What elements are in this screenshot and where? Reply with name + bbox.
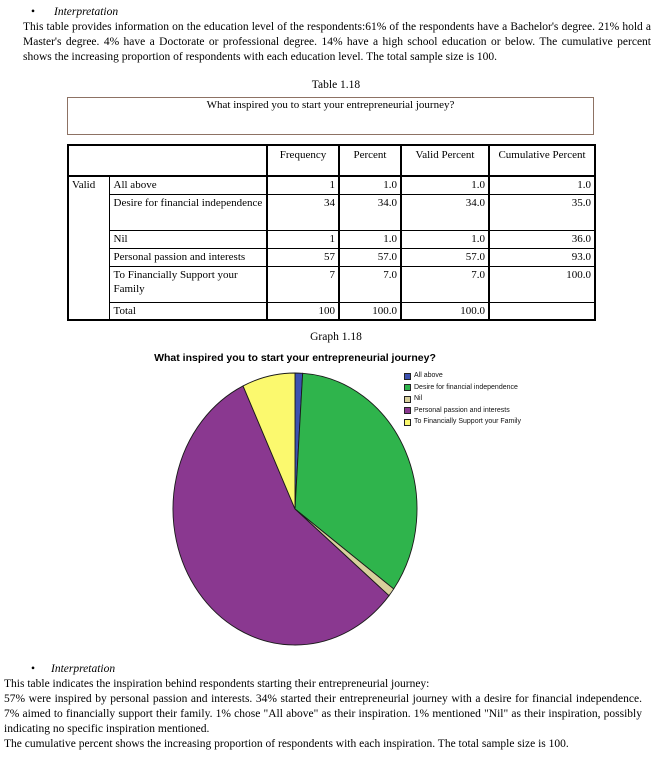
cell-cumulative-percent: 36.0 (489, 229, 595, 248)
cell-frequency: 1 (267, 176, 340, 194)
cell-cumulative-percent: 93.0 (489, 247, 595, 266)
table-row: Total 100 100.0 100.0 (68, 301, 595, 320)
table-header-row: Frequency Percent Valid Percent Cumulati… (68, 145, 595, 177)
legend-item: To Financially Support your Family (404, 418, 536, 426)
pie-svg (172, 372, 418, 646)
interpretation-paragraph: 57% were inspired by personal passion an… (4, 693, 642, 735)
chart-title: What inspired you to start your entrepre… (154, 352, 436, 364)
cell-frequency: 57 (267, 247, 340, 266)
legend-swatch-icon (404, 395, 411, 403)
table-row: Personal passion and interests 57 57.0 57.0… (68, 247, 595, 266)
cell-percent: 34.0 (339, 193, 402, 230)
legend-swatch-icon (404, 418, 411, 426)
graph-caption: Graph 1.18 (310, 331, 362, 343)
legend-swatch-icon (404, 407, 411, 414)
interpretation-heading: Interpretation (51, 663, 116, 675)
cell-frequency: 100 (267, 301, 340, 320)
cell-valid-percent: 57.0 (401, 247, 490, 266)
cell-label: All above (108, 176, 268, 194)
cell-percent: 7.0 (339, 265, 402, 302)
legend-label: Desire for financial independence (414, 383, 518, 391)
cell-percent: 1.0 (339, 176, 402, 194)
column-header-valid-percent: Valid Percent (400, 145, 489, 177)
interpretation-paragraph: This table provides information on the e… (23, 21, 651, 63)
pie-slice (172, 385, 390, 646)
cell-cumulative-percent: 100.0 (489, 265, 595, 302)
cell-cumulative-percent: 1.0 (577, 179, 591, 191)
table-title-box: What inspired you to start your entrepre… (67, 97, 594, 135)
interpretation-heading: Interpretation (54, 6, 119, 18)
legend-label: Nil (414, 395, 423, 402)
cell-label: Personal passion and interests (108, 247, 268, 266)
column-header-percent: Percent (338, 145, 401, 177)
cell-percent: 1.0 (339, 229, 402, 248)
bullet-marker: • (31, 6, 36, 18)
legend-swatch-icon (404, 372, 411, 380)
cell-cumulative-percent: 35.0 (489, 193, 595, 230)
cell-frequency: 34 (267, 193, 340, 230)
cell-label: Desire for financial independence (108, 193, 268, 230)
cell-label: To Financially Support your Family (108, 265, 268, 302)
cell-valid-percent: 7.0 (401, 265, 490, 302)
table-row: Nil 1 1.0 1.0 36.0 (68, 229, 595, 248)
column-header-frequency: Frequency (266, 145, 339, 177)
legend-item: Desire for financial independence (404, 383, 536, 391)
table-body: Valid All above 1 1.0 1.0 1.0 Desire for finan… (68, 176, 595, 320)
interpretation-intro-line: This table indicates the inspiration beh… (4, 678, 430, 690)
interpretation-section-bottom: • Interpretation This table indicates th… (4, 662, 642, 752)
cell-percent: 57.0 (339, 247, 402, 266)
cell-label: Nil (108, 229, 268, 248)
column-header-blank (68, 145, 267, 177)
chart-legend: All above Desire for financial independen… (404, 372, 536, 430)
legend-item: Nil (404, 395, 536, 403)
legend-item: Personal passion and interests (404, 406, 536, 414)
column-header-cumulative-percent: Cumulative Percent (488, 145, 595, 177)
legend-label: To Financially Support your Family (414, 418, 521, 425)
table-row: Desire for financial independence 34 34.0 3… (68, 193, 595, 230)
interpretation-section-top: • Interpretation This table provides inf… (23, 5, 651, 65)
legend-item: All above (404, 372, 536, 380)
legend-swatch-icon (404, 384, 411, 391)
bullet-marker: • (31, 663, 36, 675)
cell-valid-percent: 34.0 (401, 193, 490, 230)
cell-label: Total (108, 301, 268, 320)
cell-frequency: 7 (267, 265, 340, 302)
table-row: To Financially Support your Family 7 7.0 7.… (68, 265, 595, 302)
pie-slice (294, 372, 418, 590)
cell-percent: 100.0 (339, 301, 402, 320)
cell-valid-percent: 100.0 (401, 301, 490, 320)
row-group-label: Valid (72, 179, 96, 191)
legend-label: Personal passion and interests (414, 406, 510, 414)
cell-valid-percent: 1.0 (401, 176, 490, 194)
legend-label: All above (414, 372, 443, 379)
frequency-table: Frequency Percent Valid Percent Cumulati… (67, 144, 596, 321)
interpretation-closing-line: The cumulative percent shows the increas… (4, 738, 569, 750)
cell-frequency: 1 (267, 229, 340, 248)
pie-slice (242, 372, 296, 510)
cell-valid-percent: 1.0 (401, 229, 490, 248)
table-caption: Table 1.18 (311, 79, 361, 91)
table-row: Valid All above 1 1.0 1.0 1.0 (68, 176, 595, 194)
cell-cumulative-percent (489, 301, 595, 320)
